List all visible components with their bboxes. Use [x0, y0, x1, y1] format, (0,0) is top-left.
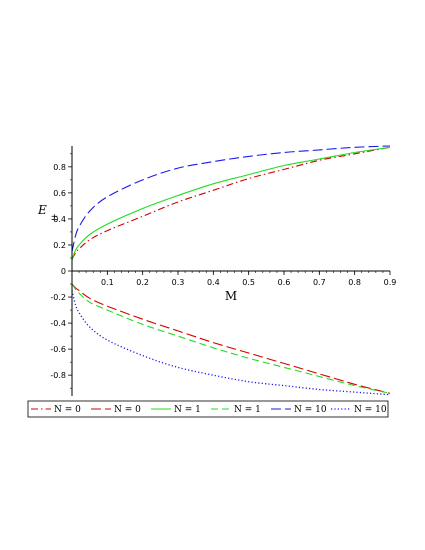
x-tick-label: 0.9: [384, 278, 397, 287]
legend-label-6: N = 10: [354, 405, 387, 415]
legend: N = 0 N = 0 N = 1 N = 1 N = 10 N = 10: [27, 400, 389, 418]
y-tick-label: 0.8: [53, 163, 66, 172]
y-tick-label: 0: [61, 267, 66, 276]
x-tick-label: 0.4: [207, 278, 220, 287]
legend-label-2: N = 0: [114, 405, 141, 415]
series-line-2: [71, 283, 391, 394]
x-tick-label: 0.1: [101, 278, 114, 287]
x-tick-label: 0.5: [242, 278, 255, 287]
x-tick-label: 0.6: [278, 278, 291, 287]
series-line-4: [71, 283, 391, 394]
x-tick-label: 0.7: [313, 278, 326, 287]
legend-label-5: N = 10: [294, 405, 327, 415]
y-axis-label-main: E: [37, 203, 47, 217]
legend-label-1: N = 0: [54, 405, 81, 415]
x-tick-label: 0.2: [136, 278, 149, 287]
y-tick-label: 0.6: [53, 189, 66, 198]
series-line-3: [71, 146, 391, 260]
axes: [71, 146, 390, 396]
x-axis-label: M: [225, 289, 237, 303]
y-tick-label: 0.2: [53, 241, 66, 250]
tick-labels: 0.1 0.2 0.3 0.4 0.5 0.6 0.7 0.8 0.9 0.8 0.6 0.4 0.2 0…: [50, 163, 396, 380]
legend-label-4: N = 1: [234, 405, 261, 415]
y-tick-label: -0.8: [50, 371, 66, 380]
y-axis-label-sub: ±: [51, 213, 59, 223]
series-line-6: [71, 290, 391, 396]
series-line-5: [71, 145, 391, 252]
legend-box: [27, 400, 389, 418]
y-tick-label: -0.2: [50, 293, 66, 302]
legend-label-3: N = 1: [174, 405, 201, 415]
y-axis-label: E ±: [37, 203, 58, 223]
x-tick-label: 0.8: [348, 278, 361, 287]
curves: [71, 145, 391, 396]
ticks: [68, 153, 391, 389]
series-line-1: [71, 146, 391, 260]
x-tick-label: 0.3: [172, 278, 185, 287]
y-tick-label: 0.4: [53, 215, 66, 224]
y-tick-label: -0.4: [50, 319, 66, 328]
y-tick-label: -0.6: [50, 345, 66, 354]
